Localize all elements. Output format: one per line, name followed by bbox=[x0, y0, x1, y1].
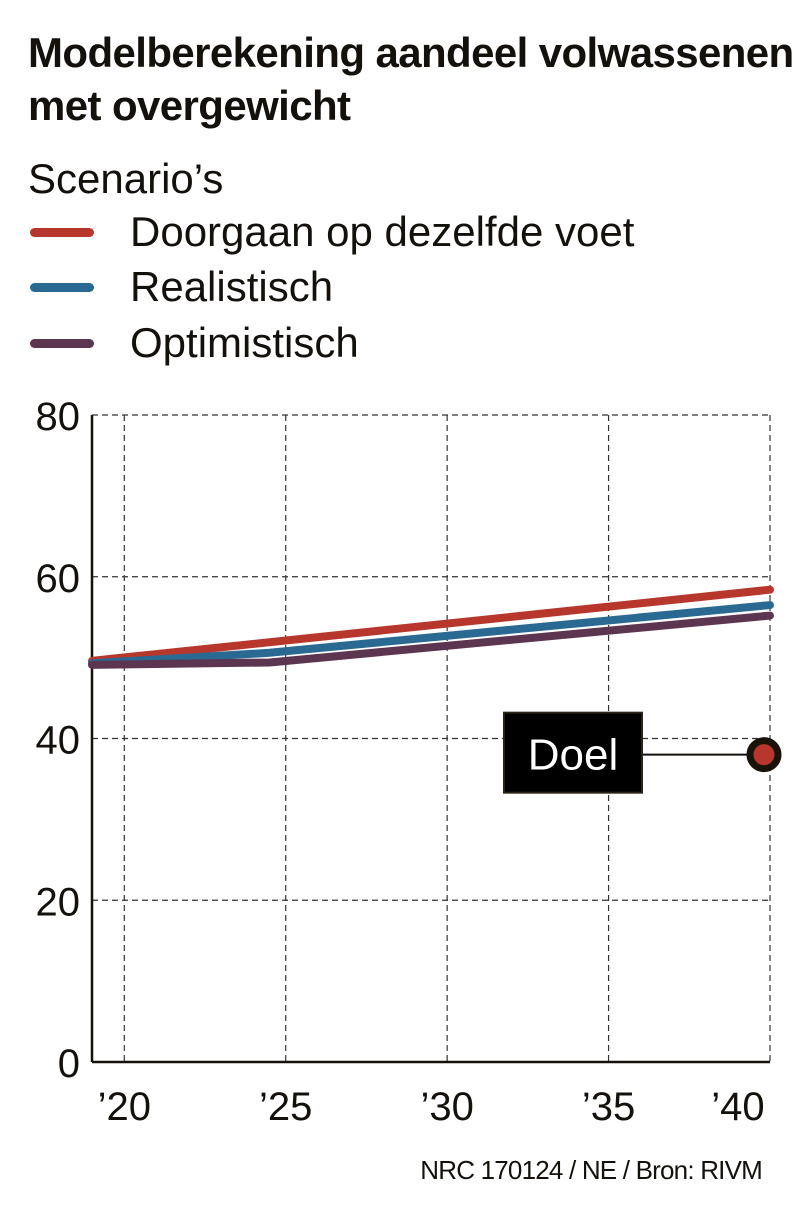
legend-label: Realistisch bbox=[130, 263, 334, 310]
annotation-marker bbox=[746, 737, 782, 773]
legend-swatch bbox=[30, 227, 94, 237]
x-tick-label: ’20 bbox=[98, 1085, 151, 1129]
legend-swatch bbox=[30, 282, 94, 292]
x-tick-label: ’30 bbox=[420, 1085, 473, 1129]
series-line-2 bbox=[88, 601, 774, 668]
y-tick-label: 80 bbox=[36, 395, 81, 439]
y-tick-label: 20 bbox=[36, 880, 81, 924]
legend-label: Doorgaan op dezelfde voet bbox=[130, 208, 635, 255]
legend-label: Optimistisch bbox=[130, 319, 359, 366]
x-tick-label: ’25 bbox=[259, 1085, 312, 1129]
legend-swatch bbox=[30, 338, 94, 348]
y-tick-label: 60 bbox=[36, 557, 81, 601]
legend-item-optimistisch: Optimistisch bbox=[30, 318, 359, 368]
series-line-3 bbox=[88, 611, 774, 669]
x-tick-label: ’35 bbox=[582, 1085, 635, 1129]
legend-item-realistisch: Realistisch bbox=[30, 262, 333, 312]
legend-title: Scenario’s bbox=[28, 155, 224, 202]
chart-title: Modelberekening aandeel volwassenen met … bbox=[28, 29, 794, 129]
y-tick-label: 0 bbox=[58, 1042, 80, 1086]
x-tick-label: ’40 bbox=[711, 1085, 764, 1129]
y-tick-label: 40 bbox=[36, 719, 81, 763]
annotation-label: Doel bbox=[528, 731, 619, 780]
source-note: NRC 170124 / NE / Bron: RIVM bbox=[420, 1155, 763, 1185]
annotation-box bbox=[503, 711, 643, 794]
series-line-1 bbox=[88, 585, 774, 665]
legend-item-doorgaan: Doorgaan op dezelfde voet bbox=[30, 207, 634, 257]
